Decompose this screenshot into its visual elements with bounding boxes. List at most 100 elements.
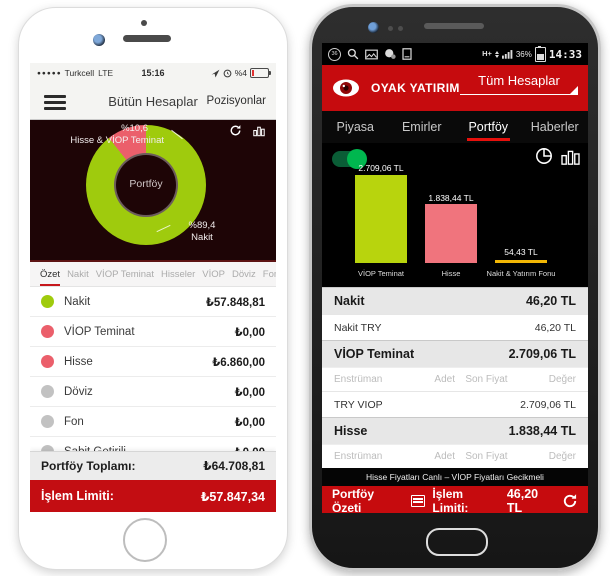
tab-viop[interactable]: VİOP (202, 268, 225, 280)
asset-value: ₺0,00 (234, 326, 265, 339)
asset-list: Nakit ₺57.848,81 VİOP Teminat ₺0,00 Hiss… (30, 287, 276, 456)
tab-viop-teminat[interactable]: VİOP Teminat (95, 268, 154, 280)
tab-ozet[interactable]: Özet (40, 262, 61, 286)
bar-viop-teminat[interactable] (355, 175, 407, 263)
col-adet: Adet (434, 374, 455, 385)
limit-value: 46,20 TL (506, 487, 539, 513)
list-item[interactable]: VİOP Teminat ₺0,00 (30, 317, 276, 347)
item-row-nakit-try[interactable]: Nakit TRY 46,20 TL (322, 314, 588, 340)
total-label: Portföy Toplamı: (41, 459, 136, 473)
tab-nakit[interactable]: Nakit (67, 268, 89, 280)
asset-value: ₺0,00 (234, 386, 265, 399)
home-button[interactable] (123, 518, 167, 562)
item-value: 2.709,06 TL (520, 398, 576, 411)
accounts-dropdown[interactable]: Tüm Hesaplar (460, 73, 578, 95)
earpiece-speaker (123, 35, 171, 42)
portfolio-donut-panel: Portföy %10,6 Hisse & VİOP Teminat %89,4… (30, 120, 276, 262)
alarm-clock-icon (223, 69, 232, 77)
home-button[interactable] (426, 528, 488, 556)
asset-label: VİOP Teminat (64, 325, 135, 338)
tab-doviz[interactable]: Döviz (232, 268, 256, 280)
donut-callout-nakit: %89,4 Nakit (188, 220, 216, 243)
donut-callout-hisse-viop: %10,6 Hisse & VİOP Teminat (70, 123, 164, 146)
media-disc-icon (385, 49, 396, 59)
category-dot (41, 325, 54, 338)
tab-fonlar[interactable]: Fonl (262, 268, 276, 280)
group-label: VİOP Teminat (334, 347, 415, 361)
bar-hisse[interactable] (425, 204, 477, 263)
front-camera (368, 22, 379, 33)
main-tabs: Piyasa Emirler Portföy Haberler (322, 111, 588, 143)
bar-value-label: 2.709,06 TL (358, 163, 404, 173)
battery-icon (250, 68, 271, 78)
network-label: LTE (98, 68, 114, 78)
asset-label: Nakit (64, 295, 91, 308)
tab-emirler[interactable]: Emirler (401, 120, 442, 134)
bottom-action-bar: Portföy Özeti İşlem Limiti: 46,20 TL (322, 486, 588, 513)
asset-value: ₺57.848,81 (205, 296, 265, 309)
bar-value-label: 1.838,44 TL (428, 193, 474, 203)
dropdown-underline (460, 86, 578, 95)
search-icon (347, 48, 359, 60)
bar-chart-icon[interactable] (561, 148, 580, 165)
list-icon (410, 495, 426, 507)
tab-piyasa[interactable]: Piyasa (336, 120, 375, 134)
status-time: 14:33 (548, 47, 582, 61)
group-row-hisse[interactable]: Hisse 1.838,44 TL (322, 417, 588, 444)
item-label: Nakit TRY (334, 321, 382, 334)
brand-name: OYAK YATIRIM (371, 81, 460, 95)
group-value: 1.838,44 TL (508, 424, 576, 438)
note-icon (402, 48, 412, 60)
proximity-sensor (141, 20, 147, 26)
tab-hisseler[interactable]: Hisseler (160, 268, 196, 280)
donut-center-label: Portföy (129, 178, 163, 190)
asset-label: Fon (64, 415, 84, 428)
portfolio-summary-button[interactable]: Portföy Özeti (332, 487, 374, 513)
battery-icon (534, 45, 546, 62)
list-item[interactable]: Hisse ₺6.860,00 (30, 347, 276, 377)
col-enstruman: Enstrüman (334, 374, 383, 385)
signal-bars-icon (501, 50, 513, 59)
bar-category-label: Nakit & Yatırım Fonu (486, 269, 556, 278)
bar-chart-icon[interactable] (252, 124, 266, 137)
bar-value-label: 54,43 TL (504, 247, 538, 257)
toggle-knob (347, 149, 367, 169)
group-row-nakit[interactable]: Nakit 46,20 TL (322, 287, 588, 314)
col-deger: Değer (548, 374, 576, 385)
location-arrow-icon (211, 69, 220, 77)
group-row-viop-teminat[interactable]: VİOP Teminat 2.709,06 TL (322, 340, 588, 367)
android-mockup: 36 H+ 36% 14:33 (309, 4, 601, 571)
tab-portfoy[interactable]: Portföy (455, 111, 522, 143)
asset-label: Sabit Getirili (64, 446, 126, 457)
bar-nakit-fon[interactable] (495, 260, 547, 263)
tab-haberler[interactable]: Haberler (530, 120, 579, 134)
category-tabs: Özet Nakit VİOP Teminat Hisseler VİOP Dö… (30, 262, 276, 287)
carrier-label: Turkcell (64, 68, 95, 78)
sensor-dot (388, 26, 393, 31)
donut-chart[interactable] (86, 125, 206, 245)
list-item[interactable]: Fon ₺0,00 (30, 407, 276, 437)
battery-circle-icon: 36 (328, 47, 341, 61)
asset-label: Döviz (64, 385, 93, 398)
refresh-icon[interactable] (229, 124, 242, 137)
table-header-row: Enstrüman Adet Son Fiyat Değer (322, 367, 588, 391)
refresh-icon[interactable] (562, 493, 578, 509)
hamburger-menu-button[interactable] (44, 95, 66, 110)
pozisyonlar-button[interactable]: Pozisyonlar (206, 95, 266, 107)
list-item[interactable]: Döviz ₺0,00 (30, 377, 276, 407)
pie-chart-icon[interactable] (535, 147, 553, 165)
earpiece-speaker (424, 23, 484, 29)
portfolio-bar-chart-panel: 2.709,06 TL 1.838,44 TL 54,43 TL VİOP Te… (322, 143, 588, 287)
front-camera (93, 34, 105, 46)
col-adet: Adet (434, 451, 455, 462)
table-header-row: Enstrüman Adet Son Fiyat Değer (322, 444, 588, 468)
list-item[interactable]: Nakit ₺57.848,81 (30, 287, 276, 317)
nav-bar: Bütün Hesaplar Pozisyonlar (30, 83, 276, 120)
portfolio-list: Nakit 46,20 TL Nakit TRY 46,20 TL VİOP T… (322, 287, 588, 468)
item-value: 46,20 TL (534, 321, 576, 334)
chart-toggle-switch[interactable] (332, 149, 367, 169)
status-time: 15:16 (141, 68, 165, 78)
item-row-try-viop[interactable]: TRY VIOP 2.709,06 TL (322, 391, 588, 417)
col-son-fiyat: Son Fiyat (465, 451, 508, 462)
